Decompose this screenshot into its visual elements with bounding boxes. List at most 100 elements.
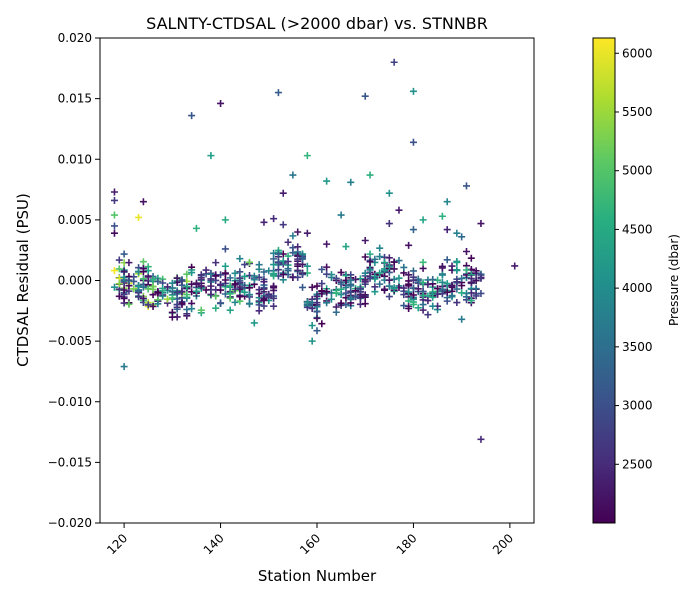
data-point [168,284,176,292]
data-point [250,319,258,327]
data-point [409,267,417,275]
y-tick-label: −0.010 [48,395,92,409]
data-point [429,276,437,284]
data-point [371,283,379,291]
data-point [477,435,485,443]
data-point [323,299,331,307]
colorbar [592,37,616,524]
data-point [115,256,123,264]
data-point [154,277,162,285]
data-point [299,270,307,278]
data-point [144,273,152,281]
data-point [217,299,225,307]
data-point [294,266,302,274]
data-point [217,280,225,288]
data-point [453,259,461,267]
data-point [245,291,253,299]
data-point [303,152,311,160]
data-point [115,292,123,300]
data-point [207,270,215,278]
data-point [376,244,384,252]
colorbar-tick-label: 5500 [622,105,653,119]
data-point [188,269,196,277]
data-point [352,292,360,300]
data-points [110,58,519,443]
data-point [381,286,389,294]
x-tick-label: 120 [104,531,130,557]
data-point [110,188,118,196]
data-point [438,290,446,298]
data-point [274,266,282,274]
data-point [400,302,408,310]
data-point [438,278,446,286]
data-point [409,226,417,234]
data-point [385,220,393,228]
data-point [192,287,200,295]
data-point [405,241,413,249]
data-point [183,270,191,278]
data-point [323,263,331,271]
data-point [154,300,162,308]
data-point [139,198,147,206]
data-point [390,284,398,292]
data-point [183,305,191,313]
data-point [231,280,239,288]
data-point [135,293,143,301]
data-point [462,266,470,274]
data-point [265,292,273,300]
data-point [366,274,374,282]
data-point [236,277,244,285]
data-point [511,262,519,270]
data-point [130,285,138,293]
data-point [409,291,417,299]
data-point [188,305,196,313]
data-point [477,220,485,228]
data-point [183,291,191,299]
y-tick-label: −0.005 [48,334,92,348]
data-point [154,289,162,297]
data-point [347,178,355,186]
data-point [270,215,278,223]
data-point [135,213,143,221]
data-point [366,258,374,266]
data-point [313,327,321,335]
data-point [361,269,369,277]
data-point [168,308,176,316]
data-point [188,112,196,120]
data-point [289,171,297,179]
data-point [385,276,393,284]
data-point [366,250,374,258]
data-point [453,266,461,274]
data-point [149,303,157,311]
data-point [274,89,282,97]
data-point [361,300,369,308]
data-point [453,278,461,286]
x-tick-label: 160 [297,531,323,557]
data-point [221,276,229,284]
data-point [139,294,147,302]
colorbar-ticks: 2500 3000 3500 4000 4500 5000 5500 6000 [615,46,653,471]
data-point [337,299,345,307]
data-point [318,265,326,273]
data-point [110,283,118,291]
data-point [173,288,181,296]
data-point [453,285,461,293]
data-point [323,240,331,248]
data-point [323,270,331,278]
data-point [192,224,200,232]
data-point [419,301,427,309]
data-point [294,255,302,263]
data-point [139,258,147,266]
data-point [381,259,389,267]
data-point [299,283,307,291]
data-point [221,270,229,278]
data-point [318,320,326,328]
data-point [241,261,249,269]
data-point [270,294,278,302]
data-point [385,293,393,301]
data-point [110,196,118,204]
data-point [197,282,205,290]
data-point [313,299,321,307]
data-point [361,236,369,244]
